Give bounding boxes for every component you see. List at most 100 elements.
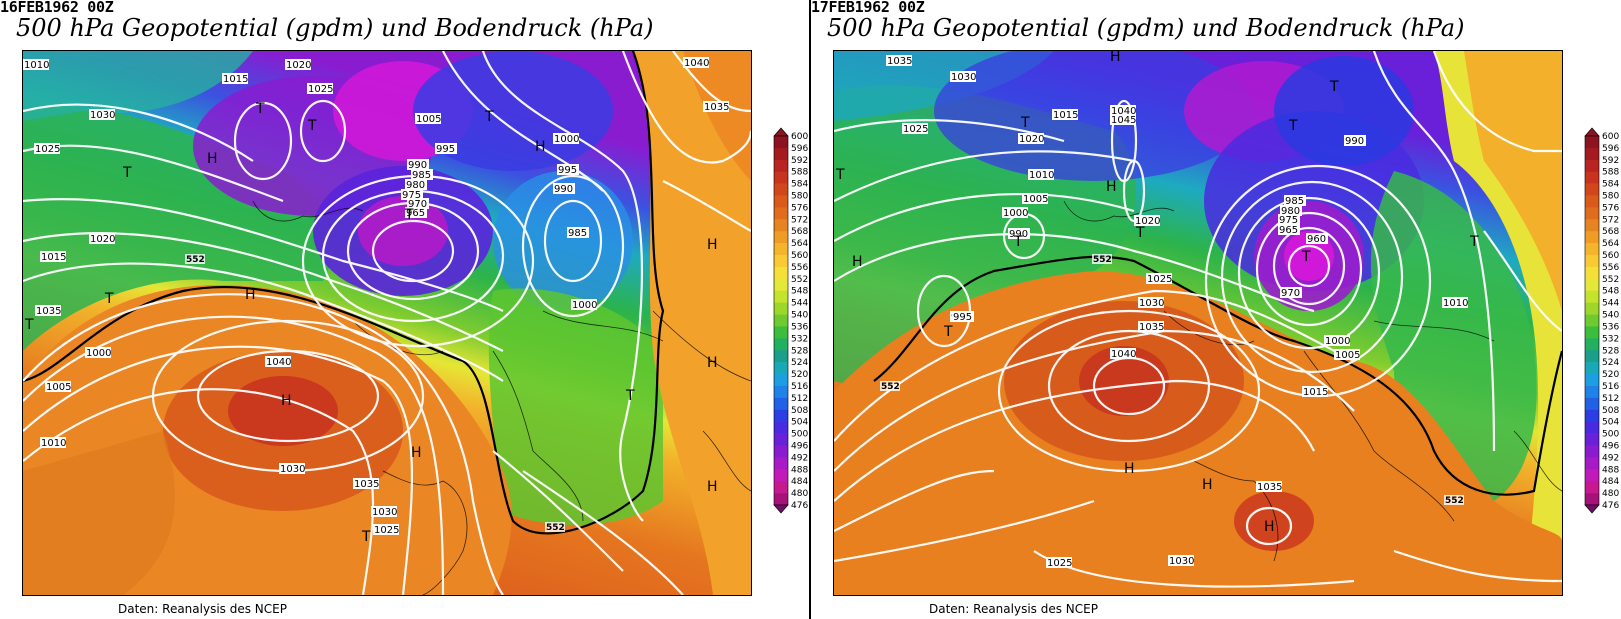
colorbar-swatch [1585, 445, 1599, 458]
colorbar-tick-label: 496 [791, 441, 808, 451]
isobar-label: 1005 [1335, 350, 1360, 361]
colorbar-swatch [774, 255, 788, 268]
colorbar-tick-label: 584 [1602, 180, 1619, 190]
colorbar-tick-label: 500 [791, 430, 808, 440]
colorbar-tick-label: 532 [791, 334, 808, 344]
colorbar-tick-label: 496 [1602, 441, 1619, 451]
colorbar-tick-label: 552 [791, 275, 808, 285]
colorbar-swatch [774, 183, 788, 196]
isobar-label: 990 [1345, 136, 1364, 147]
pressure-center: T [943, 324, 953, 340]
colorbar-swatch [774, 350, 788, 363]
pressure-center: H [281, 393, 292, 409]
isobar-label: 1030 [372, 507, 397, 518]
colorbar-bottom-arrow [773, 504, 789, 514]
colorbar-tick-label: 564 [1602, 239, 1619, 249]
colorbar-swatch [1585, 302, 1599, 315]
colorbar-tick-label: 560 [1602, 251, 1619, 261]
isobar-label: 975 [402, 190, 421, 201]
pressure-center: H [245, 287, 256, 303]
colorbar-swatch [1585, 231, 1599, 244]
colorbar-swatch [1585, 326, 1599, 339]
colorbar-tick-label: 580 [791, 192, 808, 202]
isobar-label: 1000 [1003, 208, 1028, 219]
isobar-label: 1010 [24, 60, 49, 71]
colorbar-tick-label: 480 [791, 489, 808, 499]
isobar-label: 995 [953, 312, 972, 323]
colorbar-swatch [774, 409, 788, 422]
isobar-label: 980 [406, 180, 425, 191]
isobar-label: 970 [408, 199, 427, 210]
isobar-label: 990 [408, 160, 427, 171]
isobar-label: 1030 [1139, 298, 1164, 309]
pressure-center: T [361, 529, 371, 545]
colorbar-top-arrow [1584, 127, 1600, 137]
pressure-center: T [104, 291, 114, 307]
pressure-center: H [1264, 519, 1275, 535]
colorbar-tick-label: 580 [1602, 192, 1619, 202]
colorbar-tick-label: 500 [1602, 430, 1619, 440]
isobar-label: 1020 [90, 234, 115, 245]
colorbar-swatch [774, 481, 788, 494]
panel-date: 17FEB1962 00Z [811, 0, 925, 16]
isobar-label: 1010 [1443, 298, 1468, 309]
colorbar-swatch [774, 171, 788, 184]
colorbar-tick-label: 596 [1602, 144, 1619, 154]
colorbar-swatch [774, 231, 788, 244]
colorbar-tick-label: 516 [1602, 382, 1619, 392]
contour-552-label: 552 [186, 255, 205, 265]
colorbar-tick-label: 572 [1602, 215, 1619, 225]
colorbar-tick-label: 548 [791, 287, 808, 297]
colorbar-tick-label: 532 [1602, 334, 1619, 344]
colorbar-swatch [774, 243, 788, 256]
isobar-label: 1020 [1135, 216, 1160, 227]
colorbar-tick-label: 584 [791, 180, 808, 190]
colorbar-swatch [1585, 481, 1599, 494]
colorbar-swatch [774, 338, 788, 351]
colorbar-tick-label: 528 [1602, 346, 1619, 356]
colorbar-tick-label: 492 [791, 453, 808, 463]
isobar-label: 965 [1279, 225, 1298, 236]
colorbar-swatch [1585, 195, 1599, 208]
colorbar-swatch [774, 195, 788, 208]
isobar-label: 1010 [1029, 170, 1054, 181]
isobar-label: 1030 [951, 72, 976, 83]
pressure-center: H [707, 355, 718, 371]
pressure-center: H [1106, 179, 1117, 195]
colorbar-swatch [1585, 278, 1599, 292]
colorbar-bottom-arrow [1584, 504, 1600, 514]
pressure-center: T [625, 388, 635, 404]
colorbar-tick-label: 544 [1602, 299, 1619, 309]
colorbar-tick-label: 568 [791, 227, 808, 237]
colorbar-tick-label: 492 [1602, 453, 1619, 463]
isobar-label: 1025 [374, 525, 399, 536]
pressure-center: T [1020, 115, 1030, 131]
colorbar-swatch [774, 136, 788, 149]
colorbar-tick-label: 520 [791, 370, 808, 380]
isobar-label: 1040 [1111, 349, 1136, 360]
pressure-center: T [1135, 225, 1145, 241]
colorbar-tick-label: 512 [1602, 394, 1619, 404]
colorbar-tick-label: 564 [791, 239, 808, 249]
colorbar-swatch [1585, 374, 1599, 387]
colorbar-swatch [774, 302, 788, 315]
colorbar-swatch [774, 397, 788, 411]
colorbar-tick-label: 480 [1602, 489, 1619, 499]
isobar-label: 980 [1281, 206, 1300, 217]
pressure-center: T [255, 101, 265, 117]
colorbar-tick-label: 588 [791, 168, 808, 178]
map-panel-right: 17FEB1962 00Z 500 hPa Geopotential (gpdm… [811, 0, 1621, 619]
isobar-label: 1030 [1169, 556, 1194, 567]
colorbar-tick-label: 504 [791, 418, 808, 428]
colorbar-swatch [1585, 243, 1599, 256]
data-source: Daten: Reanalysis des NCEP [929, 602, 1098, 616]
pressure-center: H [707, 479, 718, 495]
colorbar-swatch [1585, 159, 1599, 173]
colorbar-swatch [774, 290, 788, 303]
pressure-center: H [1124, 461, 1135, 477]
isobar-label: 1030 [90, 110, 115, 121]
isobar-label: 1040 [266, 357, 291, 368]
pressure-center: T [307, 118, 317, 134]
colorbar-tick-label: 576 [791, 203, 808, 213]
isobar-label: 1020 [286, 60, 311, 71]
